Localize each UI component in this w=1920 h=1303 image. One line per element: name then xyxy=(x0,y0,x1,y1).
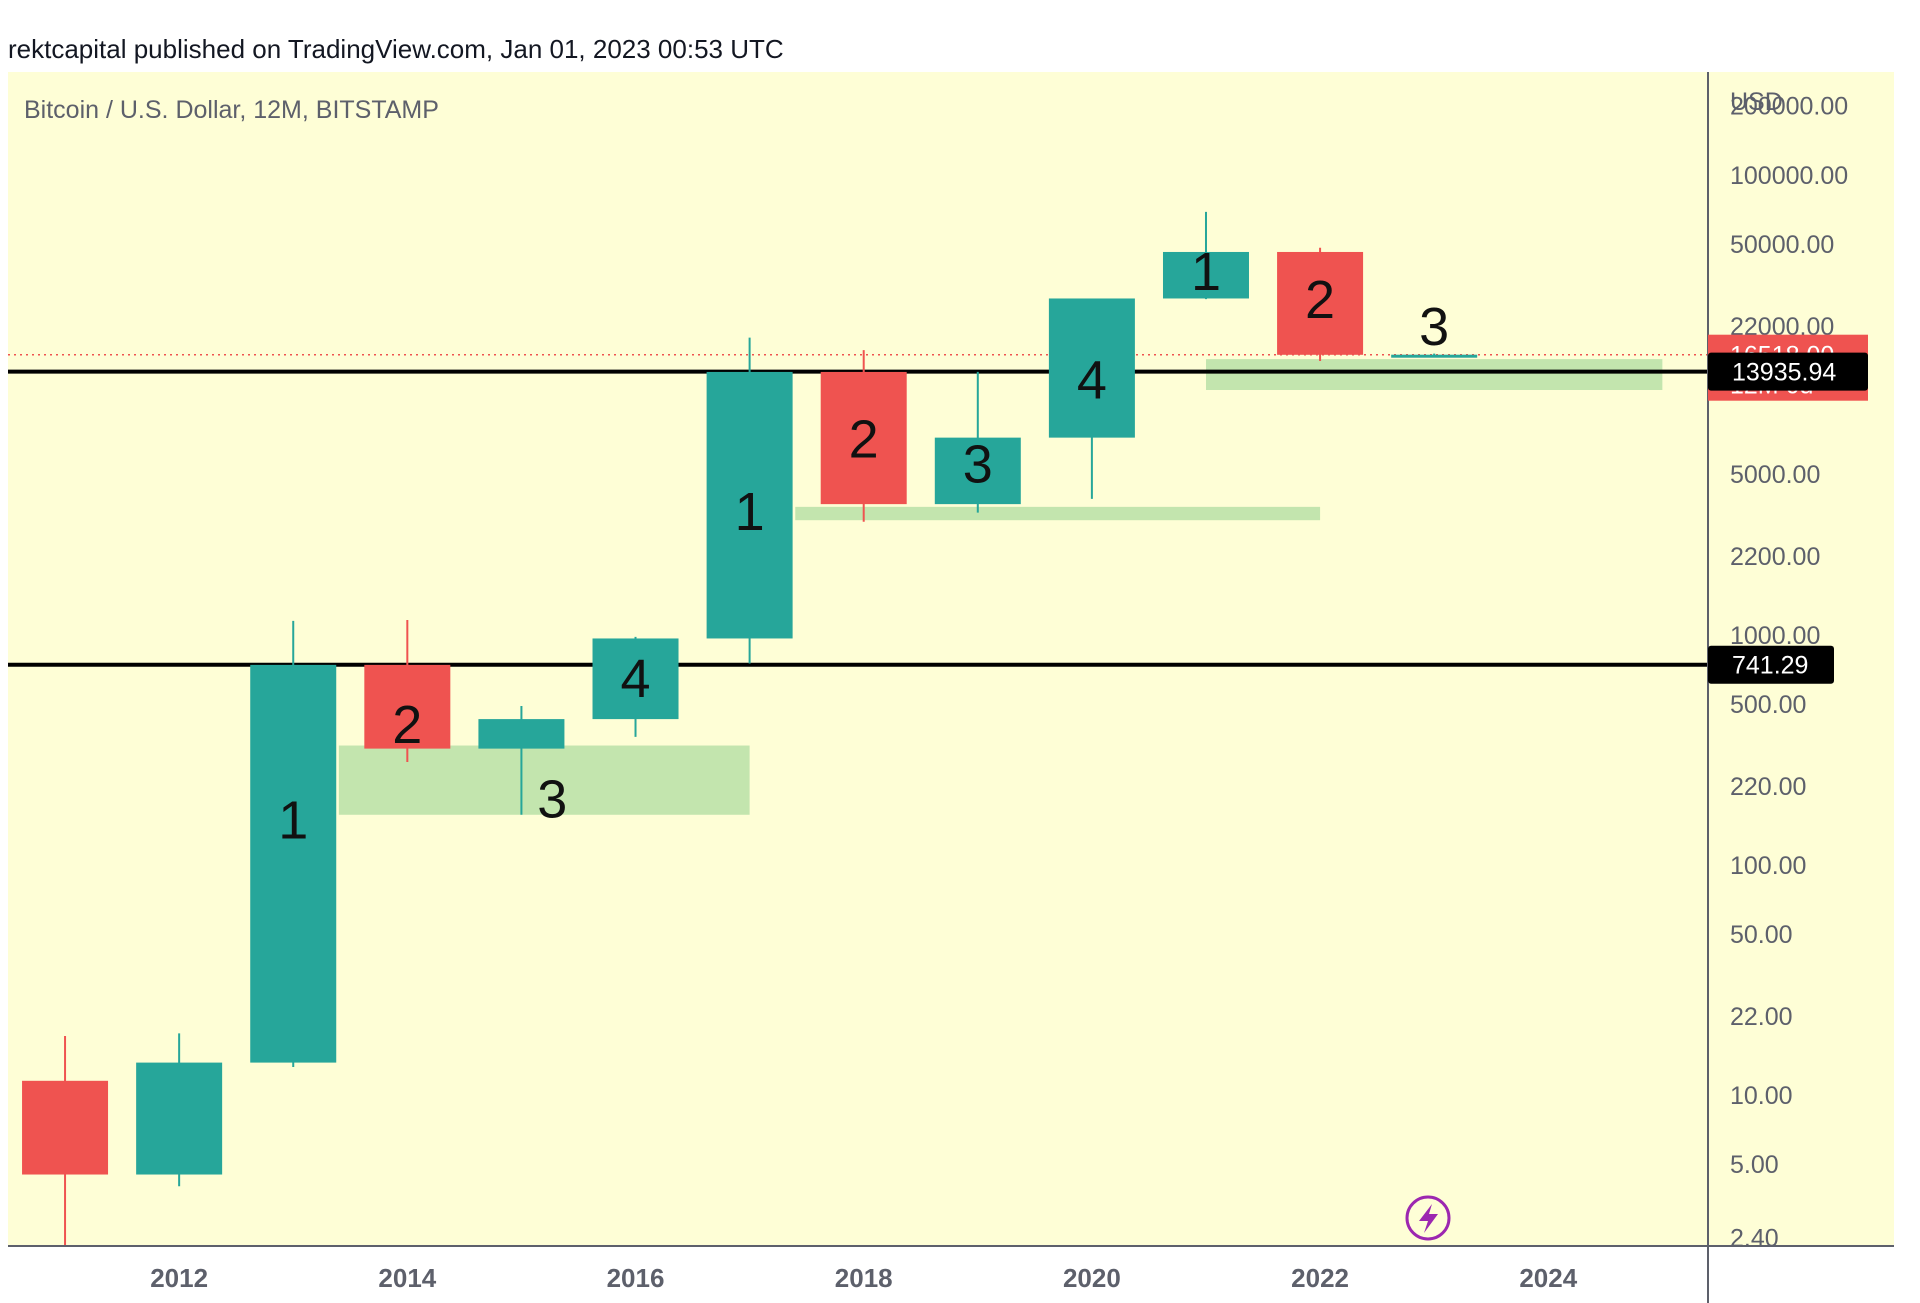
cycle-count-label: 3 xyxy=(963,434,993,494)
price-tick-label: 22.00 xyxy=(1730,1003,1793,1031)
price-tick-label: 220.00 xyxy=(1730,773,1806,801)
time-tick-label: 2022 xyxy=(1291,1263,1349,1293)
price-tick-label: 2.40 xyxy=(1730,1224,1779,1252)
cycle-count-label: 4 xyxy=(620,649,650,709)
cycle-count-label: 2 xyxy=(1305,270,1335,330)
candle xyxy=(1391,353,1478,358)
candle xyxy=(478,706,565,815)
price-tick-label: 5.00 xyxy=(1730,1151,1779,1179)
candle xyxy=(22,1036,109,1246)
cycle-count-label: 1 xyxy=(278,791,308,851)
level-price-value: 13935.94 xyxy=(1732,359,1836,387)
lightning-bolt-icon[interactable] xyxy=(1405,1195,1451,1241)
price-unit-label: USD xyxy=(1730,88,1783,116)
candle-body xyxy=(1277,251,1364,355)
cycle-count-label: 3 xyxy=(1419,297,1449,357)
cycle-count-label: 2 xyxy=(392,695,422,755)
candles xyxy=(22,211,1478,1246)
time-tick-label: 2020 xyxy=(1063,1263,1121,1293)
cycle-count-label: 1 xyxy=(1191,242,1221,302)
candle xyxy=(136,1033,223,1187)
cycle-count-label: 2 xyxy=(849,410,879,470)
price-tick-label: 50.00 xyxy=(1730,921,1793,949)
price-axis-ticks: 200000.00100000.0050000.0022000.005000.0… xyxy=(1730,93,1848,1253)
candle xyxy=(364,619,451,762)
candle xyxy=(592,636,679,737)
candle-body xyxy=(22,1080,109,1175)
candle xyxy=(1162,211,1249,300)
candle-body xyxy=(592,638,679,720)
time-axis-ticks: 2012 2014 2016 2018 2020 2022 2024 xyxy=(150,1263,1578,1293)
price-tick-label: 2200.00 xyxy=(1730,543,1820,571)
price-tick-label: 10.00 xyxy=(1730,1082,1793,1110)
level-price-tag: 741.29 xyxy=(1708,645,1834,684)
symbol-title: Bitcoin / U.S. Dollar, 12M, BITSTAMP xyxy=(24,96,439,124)
price-tick-label: 100000.00 xyxy=(1730,162,1848,190)
time-tick-label: 2024 xyxy=(1519,1263,1577,1293)
candle-body xyxy=(1162,251,1249,299)
level-price-tag: 13935.94 xyxy=(1708,352,1868,391)
candle xyxy=(820,350,907,522)
candle xyxy=(934,371,1021,513)
level-price-tag-bg xyxy=(1708,645,1834,684)
price-tick-label: 5000.00 xyxy=(1730,461,1820,489)
time-tick-label: 2016 xyxy=(607,1263,665,1293)
candle-body xyxy=(934,437,1021,505)
cycle-count-label: 1 xyxy=(735,482,765,542)
price-tick-label: 500.00 xyxy=(1730,691,1806,719)
cycle-count-label: 3 xyxy=(537,770,567,830)
candle xyxy=(706,337,793,664)
candle xyxy=(1277,247,1364,362)
support-zone xyxy=(1205,359,1663,390)
price-tick-label: 100.00 xyxy=(1730,852,1806,880)
candle-body xyxy=(250,664,337,1063)
candle-body xyxy=(706,371,793,639)
candle-body xyxy=(478,719,565,749)
price-tick-label: 50000.00 xyxy=(1730,231,1834,259)
cycle-count-labels: 1 2 3 4 1 2 3 4 1 2 3 xyxy=(278,242,1449,851)
time-tick-label: 2012 xyxy=(150,1263,208,1293)
candle-body xyxy=(820,371,907,505)
time-tick-label: 2014 xyxy=(378,1263,436,1293)
plot-background xyxy=(8,72,1894,1246)
level-price-value: 741.29 xyxy=(1732,652,1808,680)
time-tick-label: 2018 xyxy=(835,1263,893,1293)
price-tick-label: 200000.00 xyxy=(1730,93,1848,121)
price-tick-label: 1000.00 xyxy=(1730,622,1820,650)
candle xyxy=(1048,298,1135,499)
candle-body xyxy=(136,1062,223,1175)
level-price-tag-bg xyxy=(1708,352,1868,391)
publisher-line: rektcapital published on TradingView.com… xyxy=(8,34,784,64)
cycle-count-label: 4 xyxy=(1077,350,1107,410)
candle-body xyxy=(1391,354,1478,358)
candle xyxy=(250,620,337,1068)
price-axis-background xyxy=(1708,1246,1894,1303)
support-zone xyxy=(795,506,1321,521)
candle-body xyxy=(364,664,451,749)
candle-body xyxy=(1048,298,1135,438)
